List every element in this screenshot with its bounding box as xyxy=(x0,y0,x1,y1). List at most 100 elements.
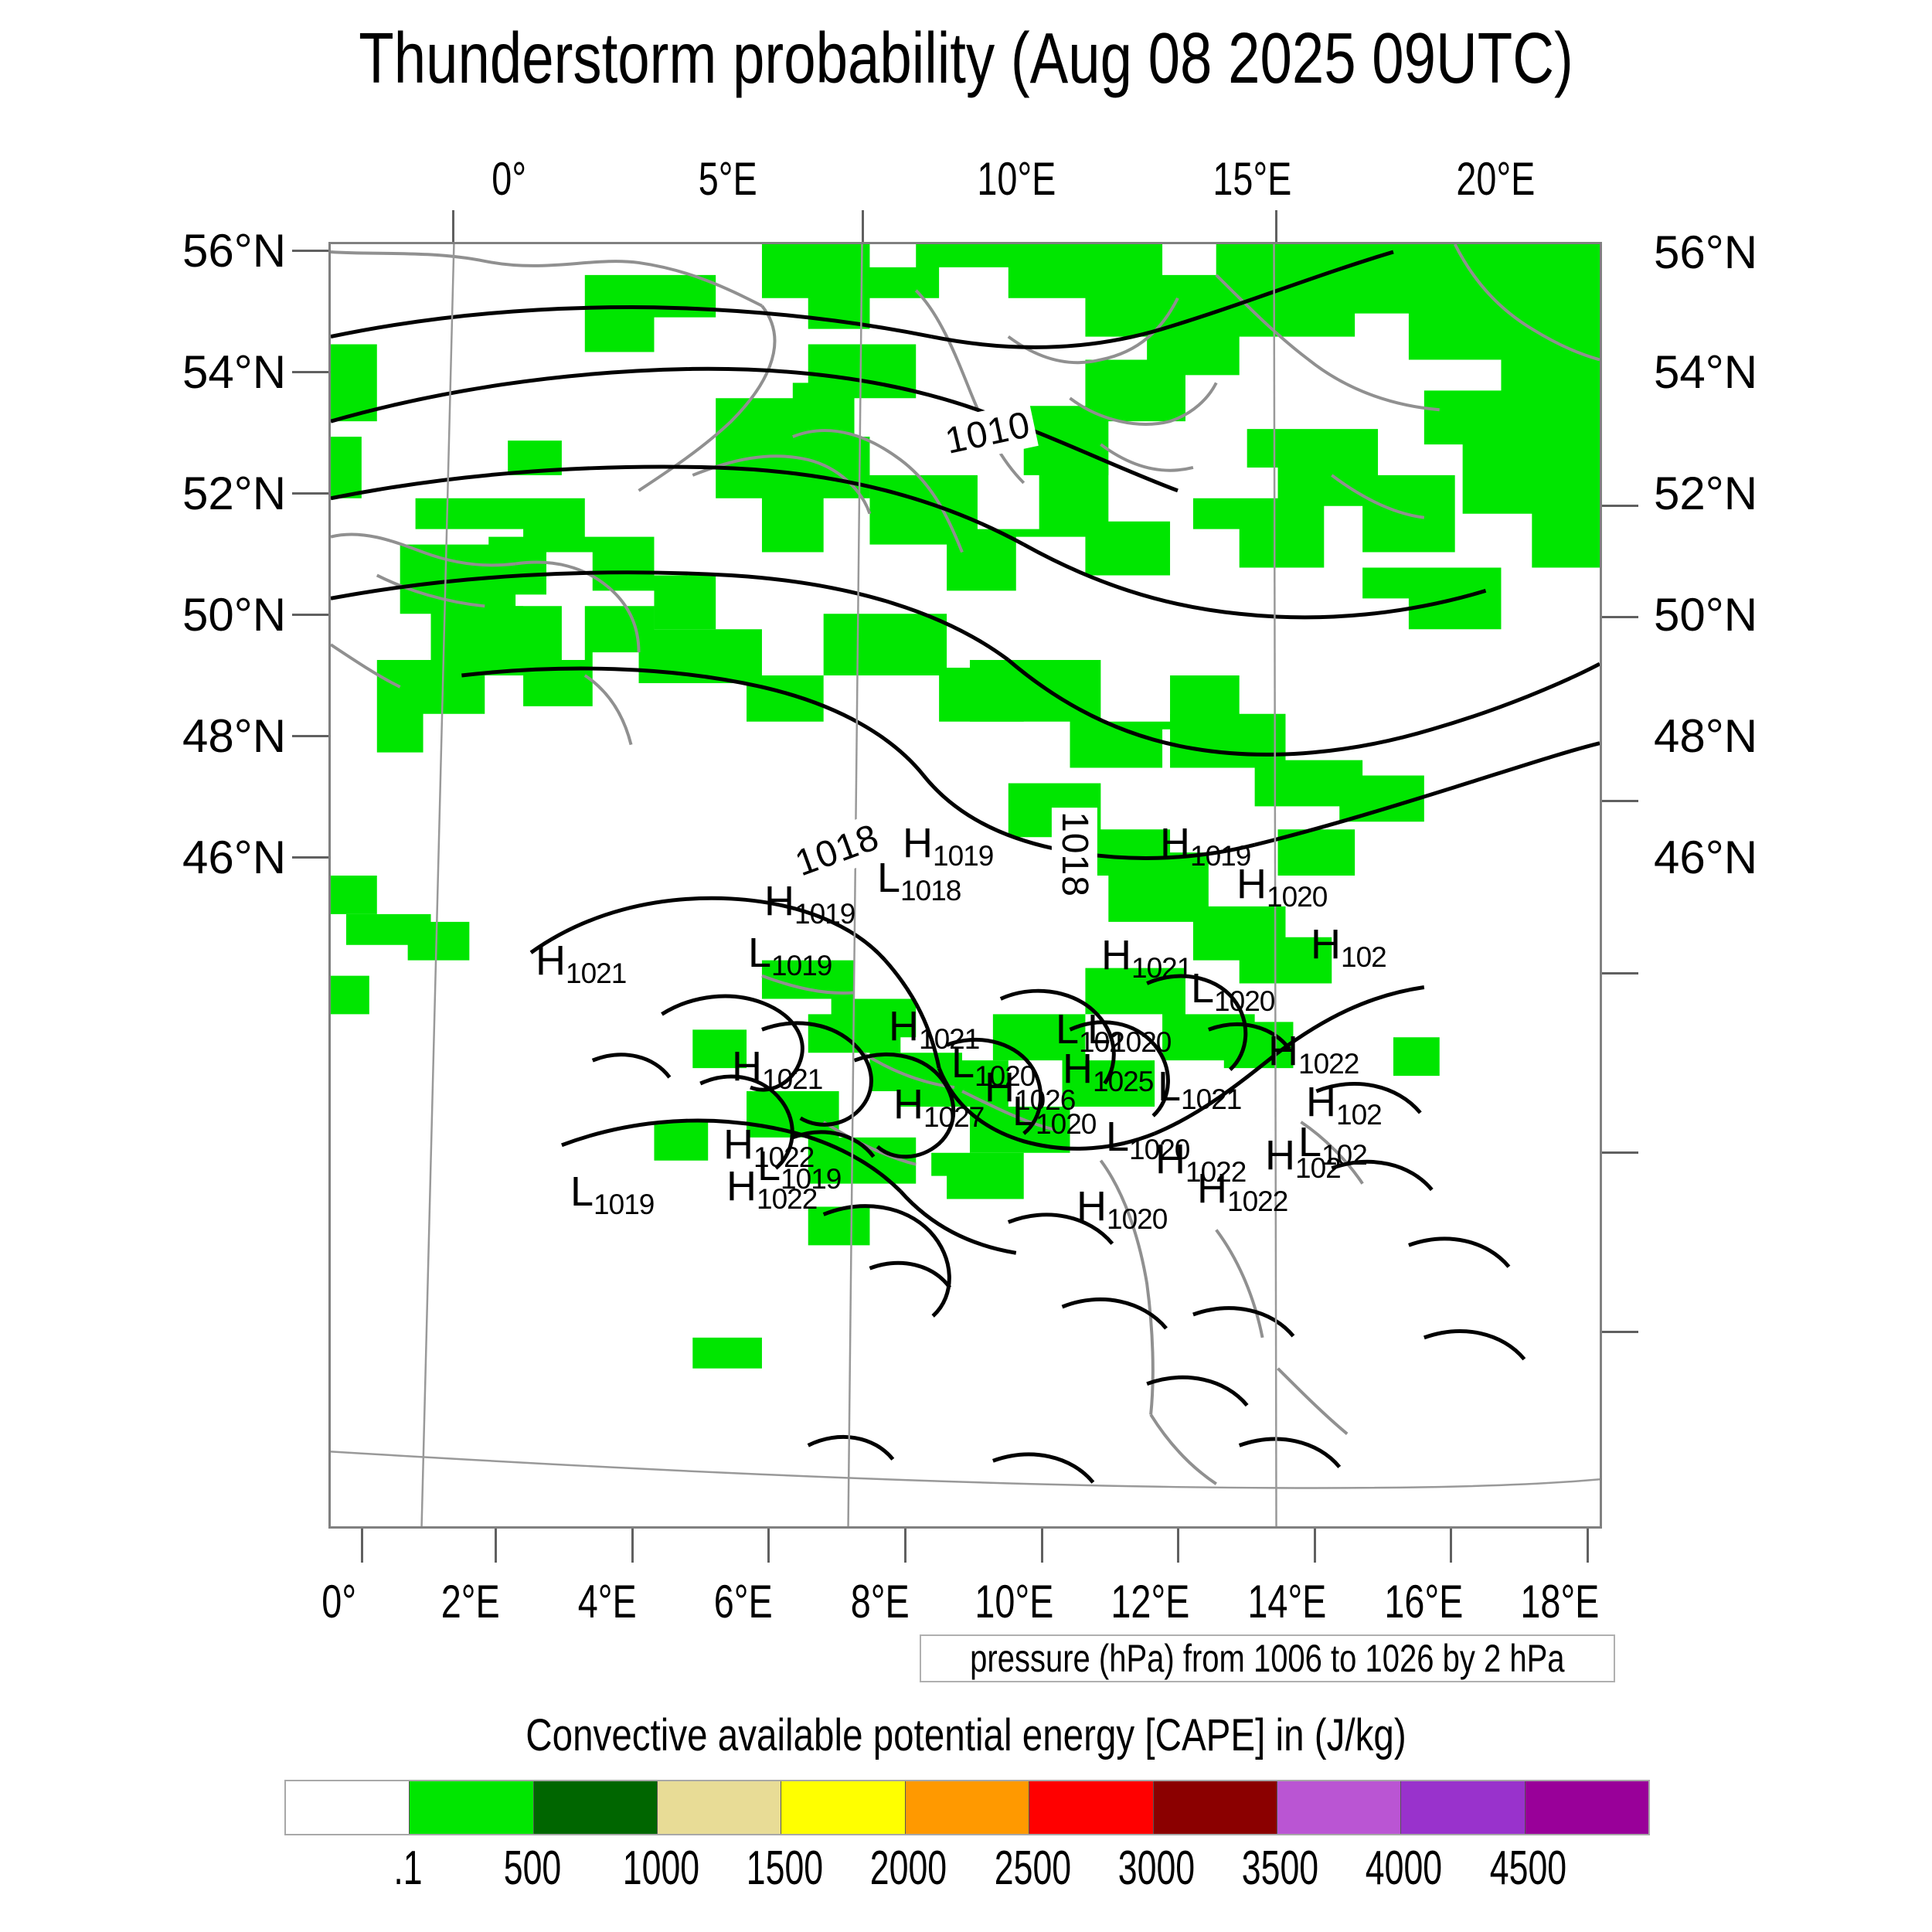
colorbar-cell-10[interactable] xyxy=(1524,1781,1648,1834)
lon-label-top-4: 20°E xyxy=(1456,153,1536,205)
pressure-center-h-20: H1027 xyxy=(893,1081,985,1133)
pressure-center-h-13: H1022 xyxy=(1268,1028,1359,1080)
colorbar-cell-4[interactable] xyxy=(781,1781,905,1834)
pressure-center-l-9: L1020 xyxy=(1191,965,1275,1017)
pressure-center-h-19: H102 xyxy=(1306,1079,1383,1131)
pressure-center-h-6: H102 xyxy=(1311,921,1387,973)
lat-label-right-4: 48°N xyxy=(1654,710,1758,762)
colorbar-cell-3[interactable] xyxy=(657,1781,781,1834)
tick-bottom xyxy=(361,1529,363,1563)
lat-label-left-3: 50°N xyxy=(182,589,287,641)
tick-right xyxy=(1602,800,1638,802)
pressure-center-h-29: H1022 xyxy=(726,1163,818,1215)
pressure-center-h-8: H1021 xyxy=(536,937,627,989)
pressure-center-h-17: H1026 xyxy=(985,1064,1076,1116)
pressure-center-l-27: L1019 xyxy=(757,1143,842,1195)
lon-label-top-3: 15°E xyxy=(1213,153,1292,205)
colorbar-cell-0[interactable] xyxy=(286,1781,410,1834)
pressure-center-h-22: H1022 xyxy=(723,1121,815,1173)
pressure-center-l-21: L1020 xyxy=(1012,1088,1097,1140)
lat-label-right-1: 54°N xyxy=(1654,346,1758,398)
lon-label-bottom-1: 2°E xyxy=(440,1576,500,1628)
page-title: Thunderstorm probability (Aug 08 2025 09… xyxy=(359,18,1573,98)
tick-bottom xyxy=(1587,1529,1589,1563)
pressure-center-h-7: H1021 xyxy=(1101,932,1192,984)
lat-label-left-1: 54°N xyxy=(182,346,287,398)
pressure-center-l-24: L102 xyxy=(1298,1119,1368,1171)
colorbar-cell-6[interactable] xyxy=(1029,1781,1153,1834)
pressure-center-l-23: L1020 xyxy=(1106,1114,1190,1165)
colorbar[interactable] xyxy=(284,1780,1650,1835)
pressure-center-h-16: H1025 xyxy=(1063,1046,1154,1097)
pressure-interval-note: pressure (hPa) from 1006 to 1026 by 2 hP… xyxy=(920,1634,1615,1682)
lon-label-bottom-4: 8°E xyxy=(850,1576,910,1628)
pressure-center-h-14: H1021 xyxy=(732,1043,823,1095)
colorbar-tick-1500: 1500 xyxy=(746,1842,824,1895)
colorbar-cell-8[interactable] xyxy=(1276,1781,1401,1834)
colorbar-cell-1[interactable] xyxy=(409,1781,533,1834)
tick-bottom xyxy=(495,1529,497,1563)
pressure-center-l-28: L1019 xyxy=(570,1168,655,1220)
colorbar-cell-5[interactable] xyxy=(904,1781,1029,1834)
lon-label-top-0: 0° xyxy=(492,153,527,205)
tick-bottom xyxy=(1177,1529,1179,1563)
pressure-center-h-26: H102 xyxy=(1265,1132,1342,1184)
lon-label-bottom-8: 16°E xyxy=(1384,1576,1464,1628)
colorbar-tick-3500: 3500 xyxy=(1241,1842,1319,1895)
lat-label-right-0: 56°N xyxy=(1654,226,1758,278)
pressure-center-l-15: L1020 xyxy=(951,1040,1036,1092)
tick-left xyxy=(292,856,328,859)
pressure-center-h-25: H1022 xyxy=(1155,1136,1247,1188)
lon-label-bottom-6: 12°E xyxy=(1111,1576,1190,1628)
pressure-center-h-2: H1019 xyxy=(1160,820,1251,872)
tick-bottom xyxy=(1041,1529,1043,1563)
tick-left xyxy=(292,614,328,616)
pressure-center-h-31: H1020 xyxy=(1077,1183,1168,1235)
tick-bottom xyxy=(1314,1529,1316,1563)
pressure-interval-text: pressure (hPa) from 1006 to 1026 by 2 hP… xyxy=(970,1637,1565,1680)
colorbar-cell-7[interactable] xyxy=(1152,1781,1277,1834)
lon-label-bottom-5: 10°E xyxy=(975,1576,1054,1628)
colorbar-tick-2500: 2500 xyxy=(994,1842,1071,1895)
pressure-center-h-30: H1022 xyxy=(1197,1165,1288,1217)
colorbar-tick-3000: 3000 xyxy=(1117,1842,1196,1895)
lon-label-bottom-3: 6°E xyxy=(713,1576,773,1628)
lon-label-bottom-0: 0° xyxy=(321,1576,357,1628)
colorbar-cell-2[interactable] xyxy=(532,1781,658,1834)
lon-label-top-1: 5°E xyxy=(698,153,757,205)
tick-right xyxy=(1602,616,1638,618)
isobar-label-1018-2: 1018 xyxy=(1051,808,1097,901)
colorbar-tick-1000: 1000 xyxy=(622,1842,699,1895)
colorbar-tick-4500: 4500 xyxy=(1489,1842,1566,1895)
pressure-center-h-10: H1021 xyxy=(889,1003,980,1055)
colorbar-tick-.1: .1 xyxy=(393,1842,423,1895)
lat-label-right-2: 52°N xyxy=(1654,468,1758,519)
isobar-contours xyxy=(331,250,1600,1484)
colorbar-labels: .1 500 1000 1500 2000 2500 3000 3500 4000 4500 xyxy=(284,1841,1647,1903)
lat-label-left-0: 56°N xyxy=(182,225,287,277)
lon-label-top-2: 10°E xyxy=(977,153,1056,205)
colorbar-tick-2000: 2000 xyxy=(870,1842,947,1895)
tick-left xyxy=(292,735,328,737)
tick-top xyxy=(1275,210,1277,242)
tick-right xyxy=(1602,1331,1638,1333)
tick-right xyxy=(1602,972,1638,975)
map-panel[interactable]: H1019 L1018 H1019 H1020 H1019 L1019 H102 H1021 H… xyxy=(328,242,1602,1529)
pressure-center-l-1: L1018 xyxy=(877,855,961,906)
lat-label-left-2: 52°N xyxy=(182,468,287,519)
colorbar-cell-9[interactable] xyxy=(1400,1781,1525,1834)
cape-shading xyxy=(331,244,1600,1369)
lon-label-bottom-2: 4°E xyxy=(577,1576,637,1628)
pressure-center-l-18: L1021 xyxy=(1158,1063,1242,1115)
pressure-center-l-5: L1019 xyxy=(748,930,832,981)
lon-label-bottom-9: 18°E xyxy=(1520,1576,1600,1628)
lat-label-right-3: 50°N xyxy=(1654,589,1758,641)
pressure-center-l-11: L102 xyxy=(1056,1006,1125,1058)
tick-bottom xyxy=(904,1529,906,1563)
colorbar-title: Convective available potential energy [C… xyxy=(526,1710,1406,1760)
tick-right xyxy=(1602,1151,1638,1154)
lat-label-right-5: 46°N xyxy=(1654,832,1758,883)
pressure-center-l-12: L1020 xyxy=(1087,1006,1172,1058)
tick-left xyxy=(292,371,328,373)
colorbar-tick-4000: 4000 xyxy=(1366,1842,1443,1895)
